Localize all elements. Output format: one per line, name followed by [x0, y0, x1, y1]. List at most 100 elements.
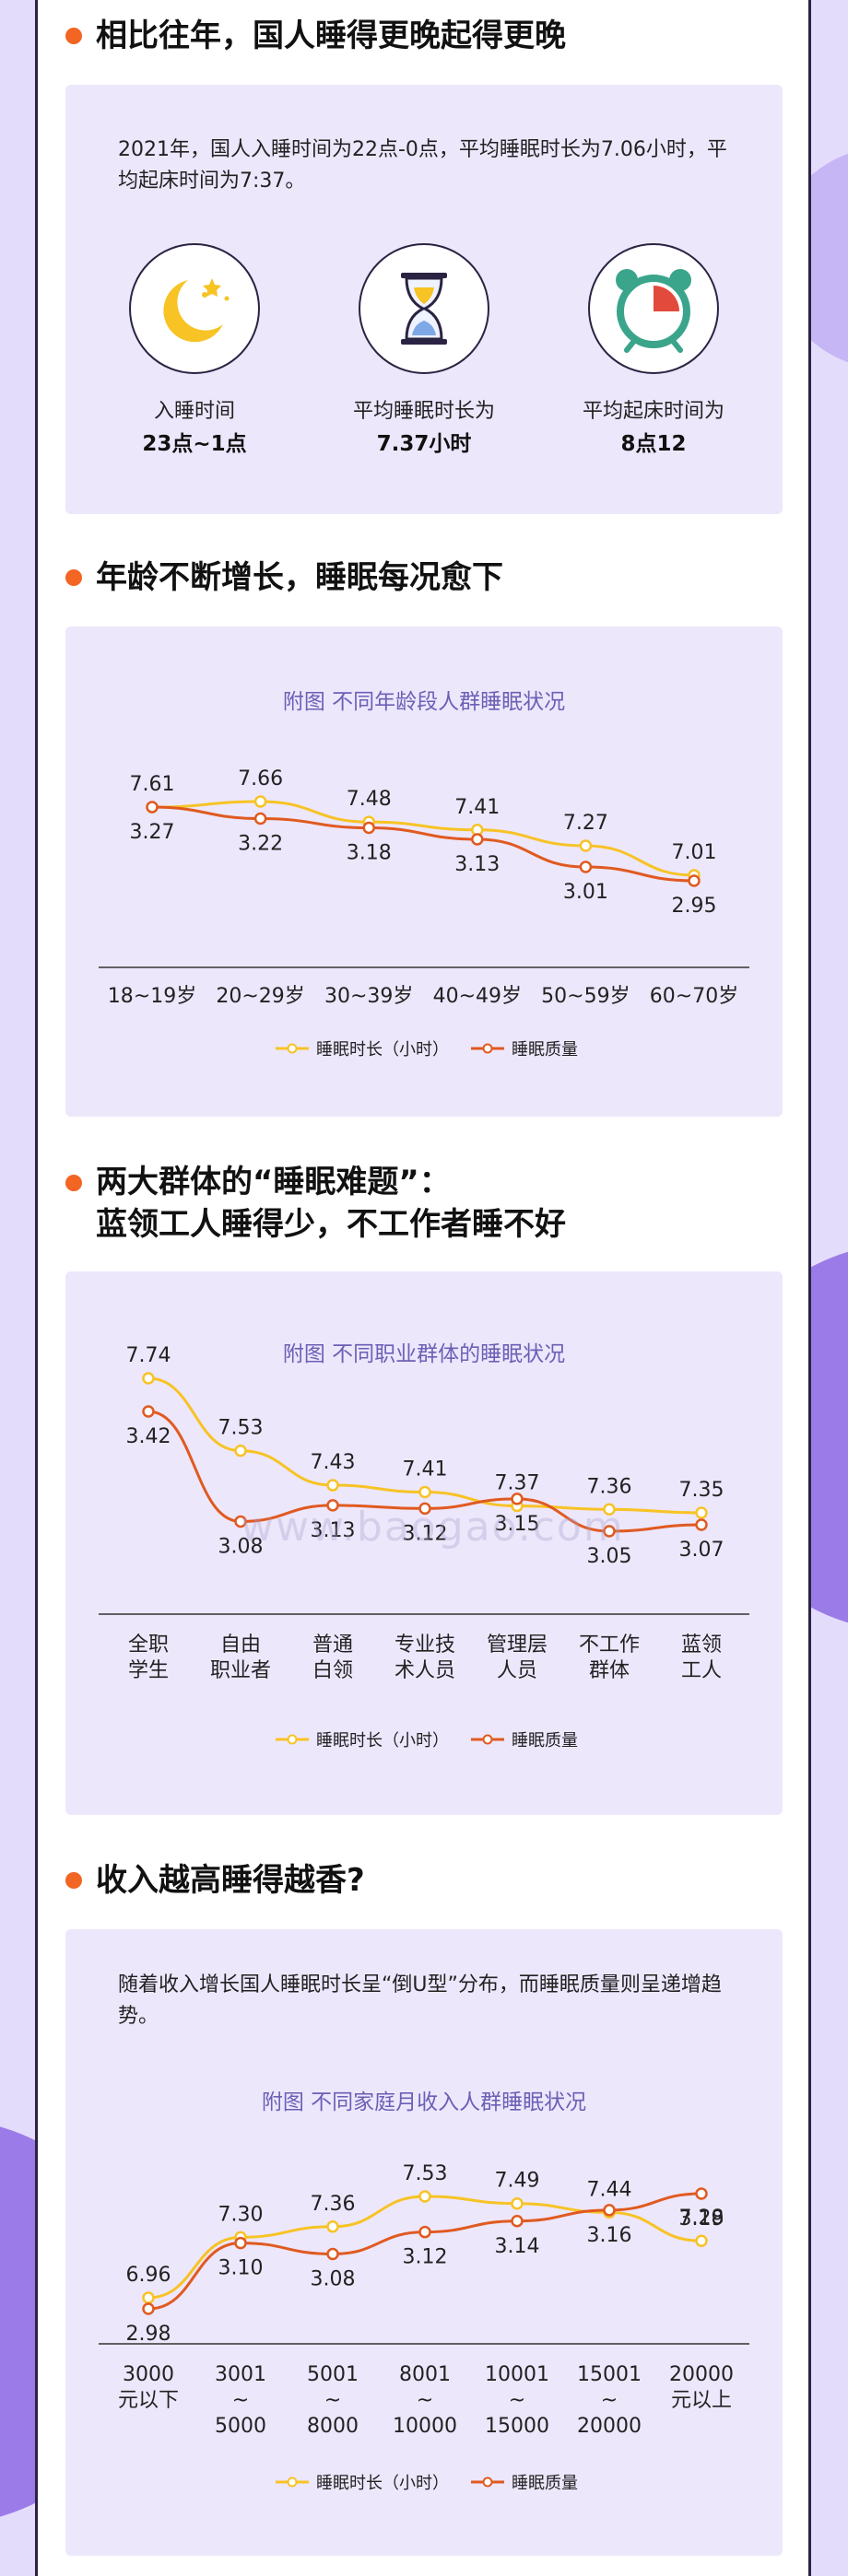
category-label: 人员 — [497, 1659, 537, 1682]
data-point — [695, 2187, 708, 2200]
data-label: 7.61 — [130, 773, 175, 796]
category-label: 10001 — [485, 2363, 549, 2386]
category-label: 18~19岁 — [108, 985, 196, 1008]
category-label: 蓝领 — [681, 1633, 722, 1657]
stat-value-waketime: 8点12 — [620, 432, 687, 456]
category-label: 元以上 — [671, 2389, 732, 2412]
legend-marker — [482, 1734, 493, 1745]
data-point — [695, 2234, 708, 2247]
category-label: 自由 — [220, 1633, 261, 1657]
data-label: 3.05 — [587, 1545, 632, 1568]
data-label: 3.22 — [238, 833, 283, 856]
data-label: 6.96 — [126, 2264, 171, 2287]
category-label: 15001 — [577, 2363, 642, 2386]
data-point — [326, 2220, 339, 2233]
data-point — [603, 1503, 616, 1516]
data-point — [418, 2225, 431, 2239]
section-bullet — [65, 1175, 82, 1191]
data-point — [362, 821, 375, 835]
category-label: 30~39岁 — [324, 985, 413, 1008]
data-label: 7.74 — [126, 1344, 171, 1367]
category-label: 3001 — [215, 2363, 266, 2386]
data-label: 7.53 — [403, 2162, 448, 2185]
data-label: 3.12 — [403, 1522, 448, 1545]
section-title-income: 收入越高睡得越香? — [96, 1862, 365, 1899]
data-label: 7.41 — [454, 796, 500, 819]
section-title-occupation-line2: 蓝领工人睡得少，不工作者睡不好 — [96, 1206, 566, 1243]
legend-label: 睡眠质量 — [512, 2474, 578, 2493]
data-point — [146, 801, 159, 814]
data-point — [234, 1515, 247, 1528]
data-label: 7.36 — [587, 1475, 632, 1498]
legend-label: 睡眠质量 — [512, 1040, 578, 1060]
data-label: 3.12 — [403, 2246, 448, 2269]
card-bedtime: 2021年，国人入睡时间为22点-0点，平均睡眠时长为7.06小时，平均起床时间… — [65, 85, 783, 514]
data-point — [688, 874, 701, 887]
data-label: 3.27 — [130, 821, 175, 844]
category-label: 5001 — [307, 2363, 359, 2386]
category-label: 8001 — [399, 2363, 451, 2386]
category-label: 10000 — [393, 2415, 457, 2438]
section-title-bedtime: 相比往年，国人睡得更晚起得更晚 — [96, 18, 566, 54]
data-point — [511, 2215, 524, 2228]
category-label: 5000 — [215, 2415, 266, 2438]
data-point — [418, 1485, 431, 1499]
category-label: 15000 — [485, 2415, 549, 2438]
bedtime-intro-text: 2021年，国人入睡时间为22点-0点，平均睡眠时长为7.06小时，平均起床时间… — [118, 138, 727, 193]
section-title-occupation-line1: 两大群体的“睡眠难题”： — [96, 1164, 451, 1200]
data-point — [253, 812, 267, 825]
chart-title-age: 附图 不同年龄段人群睡眠状况 — [282, 690, 566, 714]
data-label: 3.01 — [563, 881, 608, 904]
data-label: 3.42 — [126, 1425, 171, 1448]
legend-label: 睡眠时长（小时） — [316, 1731, 449, 1751]
data-point — [511, 1493, 524, 1505]
chart-title-income: 附图 不同家庭月收入人群睡眠状况 — [261, 2090, 587, 2114]
category-label: 管理层 — [487, 1633, 548, 1657]
data-label: 7.30 — [218, 2203, 264, 2226]
legend-marker — [287, 1734, 298, 1745]
data-point — [603, 1525, 616, 1538]
category-label: 白领 — [312, 1659, 353, 1682]
section-bullet — [65, 1872, 82, 1889]
category-label: 50~59岁 — [541, 985, 630, 1008]
data-point — [695, 1518, 708, 1531]
data-point — [142, 2302, 155, 2315]
income-intro-text: 随着收入增长国人睡眠时长呈“倒U型”分布，而睡眠质量则呈递增趋势。 — [118, 1973, 722, 2028]
category-label: 20000 — [577, 2415, 642, 2438]
data-label: 7.28 — [679, 2207, 724, 2230]
category-label: ~ — [509, 2389, 525, 2412]
legend-marker — [482, 2476, 493, 2488]
category-label: ~ — [324, 2389, 341, 2412]
data-label: 3.07 — [679, 1539, 724, 1562]
moon-icon — [129, 243, 260, 374]
data-point — [326, 2247, 339, 2261]
data-point — [142, 1405, 155, 1418]
data-label: 7.53 — [218, 1417, 264, 1440]
stat-label-waketime: 平均起床时间为 — [582, 400, 724, 423]
data-label: 7.37 — [495, 1472, 540, 1495]
alarm-clock-icon — [588, 243, 719, 374]
category-label: 术人员 — [395, 1659, 455, 1682]
data-point — [326, 1499, 339, 1512]
section-bullet — [65, 28, 82, 44]
category-label: 普通 — [312, 1633, 353, 1657]
data-label: 3.19 — [679, 2207, 724, 2231]
category-label: 3000 — [123, 2363, 174, 2386]
category-label: 不工作 — [579, 1633, 640, 1657]
data-point — [234, 2236, 247, 2250]
legend-marker — [287, 2476, 298, 2488]
data-label: 3.10 — [218, 2257, 264, 2280]
card-occupation-chart: 附图 不同职业群体的睡眠状况 7.74 7.53 7.43 7.41 7.37 7.36 7… — [65, 1271, 783, 1815]
legend-marker — [287, 1043, 298, 1054]
data-label: 7.66 — [238, 767, 283, 790]
data-point — [234, 1444, 247, 1458]
data-point — [471, 833, 484, 846]
data-label: 2.95 — [672, 895, 717, 918]
data-point — [142, 1372, 155, 1385]
data-label: 7.43 — [311, 1451, 356, 1474]
data-point — [418, 2190, 431, 2203]
category-label: ~ — [601, 2389, 618, 2412]
legend-label: 睡眠时长（小时） — [316, 1040, 449, 1060]
legend-label: 睡眠时长（小时） — [316, 2474, 449, 2493]
data-label: 2.98 — [126, 2323, 171, 2346]
